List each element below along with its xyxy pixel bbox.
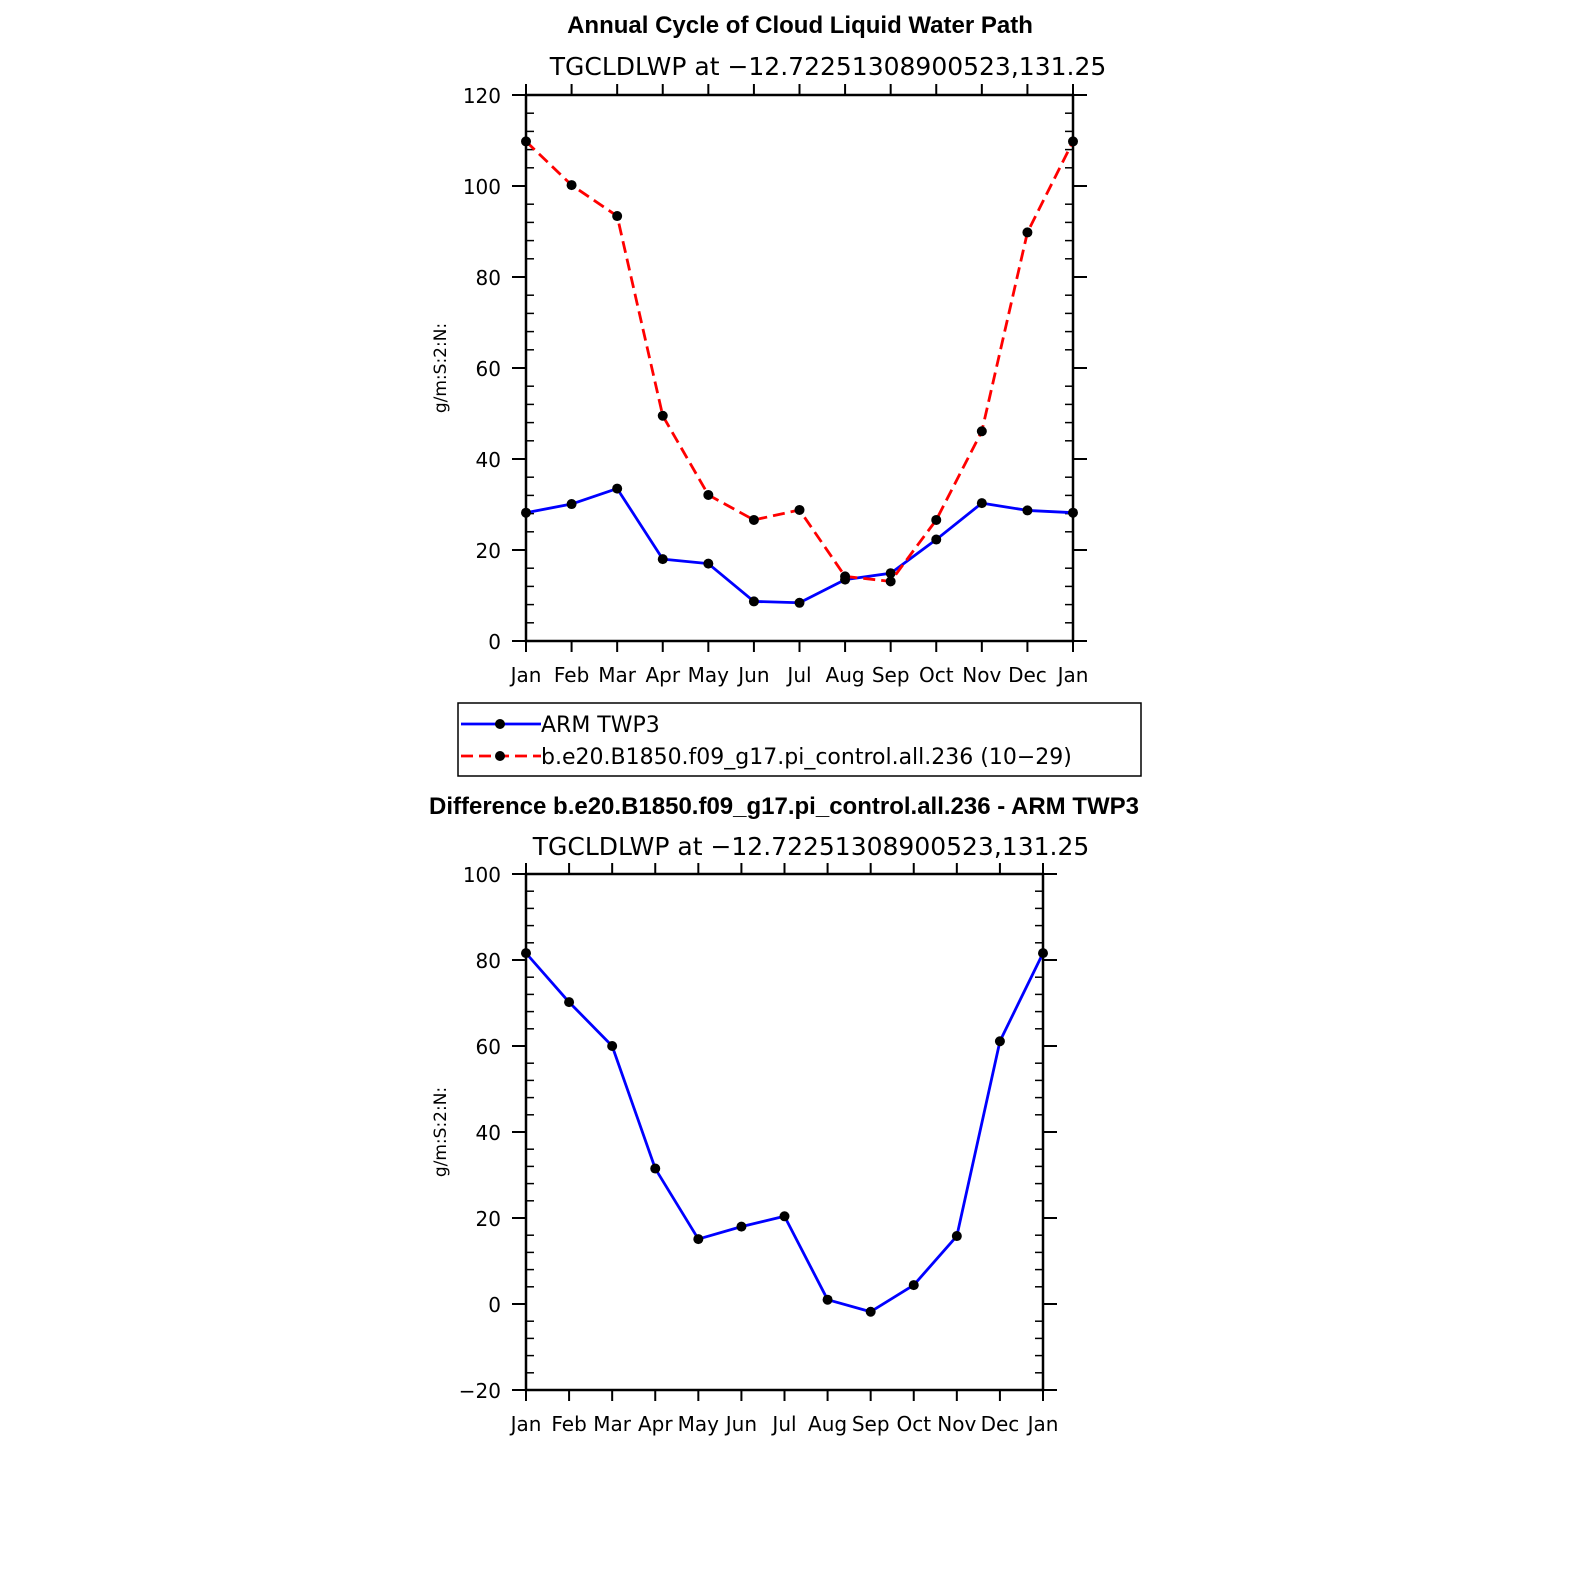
series-1-point — [822, 1294, 833, 1305]
x-tick-label: Jun — [724, 1412, 757, 1436]
series-1-point — [748, 596, 759, 607]
chart-2: Difference b.e20.B1850.f09_g17.pi_contro… — [429, 793, 1139, 1436]
series-1-point — [1022, 505, 1033, 516]
chart-subtitle: TGCLDLWP at −12.72251308900523,131.25 — [532, 832, 1090, 861]
y-tick-label: 0 — [488, 1293, 501, 1317]
x-tick-label: Jan — [509, 1412, 542, 1436]
series-1-point — [521, 948, 531, 959]
legend-marker-1 — [495, 719, 505, 729]
series-line-1 — [524, 952, 1045, 1314]
x-tick-label: Jul — [770, 1412, 796, 1436]
legend-marker-2 — [495, 751, 505, 761]
series-1-point — [650, 1163, 661, 1174]
series-1-point — [885, 568, 896, 579]
series-1-point — [566, 499, 577, 510]
y-tick-label: 40 — [476, 448, 501, 472]
y-tick-label: −20 — [459, 1379, 501, 1403]
x-tick-label: Sep — [852, 1412, 890, 1436]
chart-title: Difference b.e20.B1850.f09_g17.pi_contro… — [429, 793, 1139, 820]
x-tick-label: Jan — [509, 663, 542, 687]
x-tick-label: Dec — [981, 1412, 1020, 1436]
series-1-point — [931, 534, 942, 545]
series-2-point — [885, 576, 896, 587]
y-tick-label: 100 — [463, 175, 501, 199]
x-tick-label: Jan — [1026, 1412, 1059, 1436]
chart-subtitle: TGCLDLWP at −12.72251308900523,131.25 — [549, 52, 1107, 81]
x-tick-label: Oct — [896, 1412, 931, 1436]
series-2-point — [566, 180, 577, 191]
series-1-point — [994, 1036, 1005, 1047]
y-tick-label: 40 — [476, 1121, 501, 1145]
series-1-point — [865, 1306, 876, 1317]
y-axis-label: g/m:S:2:N: — [431, 1087, 451, 1177]
x-tick-label: Apr — [638, 1412, 673, 1436]
series-2-point — [612, 211, 623, 222]
series-2-point — [840, 571, 851, 582]
y-tick-label: 100 — [463, 863, 501, 887]
series-1-point — [736, 1221, 747, 1232]
series-1-point — [657, 554, 668, 565]
series-2-point — [521, 136, 531, 147]
y-tick-label: 80 — [476, 949, 501, 973]
plot-frame — [524, 872, 1045, 1392]
series-2-point — [1022, 227, 1033, 238]
legend-label-2: b.e20.B1850.f09_g17.pi_control.all.236 (… — [541, 745, 1072, 770]
x-tick-label: Feb — [554, 663, 589, 687]
chart-1: Annual Cycle of Cloud Liquid Water Path T… — [431, 12, 1142, 777]
x-tick-label: Nov — [937, 1412, 976, 1436]
series-1-point — [607, 1041, 618, 1051]
y-tick-label: 120 — [463, 84, 501, 108]
series-1-point — [1038, 948, 1048, 959]
x-tick-label: May — [678, 1412, 720, 1436]
series-1-point — [612, 483, 623, 494]
series-1-point — [521, 507, 531, 518]
y-axis-label: g/m:S:2:N: — [431, 323, 451, 413]
chart-title: Annual Cycle of Cloud Liquid Water Path — [567, 12, 1033, 39]
series-2-point — [1068, 136, 1078, 147]
x-tick-label: Jul — [785, 663, 811, 687]
x-tick-label: Apr — [645, 663, 680, 687]
y-tick-label: 60 — [476, 1035, 501, 1059]
x-tick-label: May — [688, 663, 730, 687]
x-tick-label: Sep — [872, 663, 910, 687]
series-2-point — [976, 426, 987, 437]
series-1-point — [703, 558, 714, 569]
series-1-point — [794, 597, 805, 608]
x-tick-label: Jun — [736, 663, 769, 687]
series-2-point — [748, 514, 759, 525]
x-tick-label: Oct — [919, 663, 954, 687]
legend-label-1: ARM TWP3 — [541, 713, 660, 738]
x-tick-label: Feb — [551, 1412, 586, 1436]
series-1-point — [976, 498, 987, 509]
series-1-point — [564, 997, 575, 1008]
series-1-point — [779, 1211, 790, 1222]
series-2-point — [794, 504, 805, 515]
y-tick-label: 0 — [488, 630, 501, 654]
x-tick-label: Mar — [598, 663, 637, 687]
x-tick-label: Aug — [808, 1412, 847, 1436]
series-2-point — [703, 489, 714, 500]
x-tick-label: Aug — [826, 663, 865, 687]
y-tick-label: 20 — [476, 1207, 501, 1231]
series-1-point — [1068, 507, 1078, 518]
legend: ARM TWP3 b.e20.B1850.f09_g17.pi_control.a… — [457, 702, 1142, 777]
y-tick-label: 60 — [476, 357, 501, 381]
y-tick-label: 80 — [476, 266, 501, 290]
legend-box — [457, 702, 1142, 777]
series-2-point — [931, 514, 942, 525]
x-tick-label: Jan — [1056, 663, 1089, 687]
x-tick-label: Nov — [962, 663, 1001, 687]
x-tick-label: Mar — [593, 1412, 632, 1436]
series-1-point — [951, 1231, 962, 1242]
series-1-point — [693, 1234, 704, 1245]
series-line-2 — [525, 140, 1075, 583]
series-1-point — [908, 1280, 919, 1291]
plot-frame — [524, 93, 1075, 643]
series-2-point — [657, 410, 668, 421]
x-tick-label: Dec — [1008, 663, 1047, 687]
y-tick-label: 20 — [476, 539, 501, 563]
